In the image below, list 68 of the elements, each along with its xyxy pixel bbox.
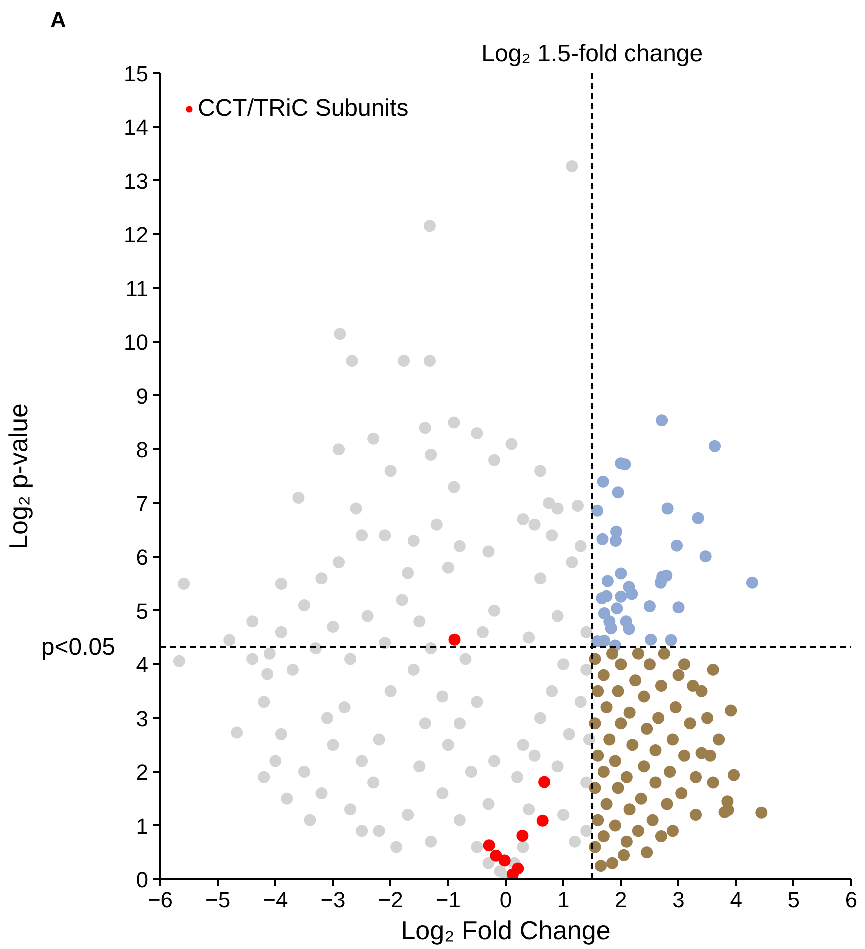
point bbox=[605, 622, 618, 635]
point bbox=[598, 608, 610, 620]
ref-line-label: p<0.05 bbox=[41, 634, 116, 661]
y-tick-label: 14 bbox=[124, 115, 149, 140]
point bbox=[709, 440, 722, 452]
point bbox=[611, 602, 624, 615]
point bbox=[596, 533, 609, 546]
y-tick-label: 1 bbox=[136, 814, 149, 839]
x-tick-label: 4 bbox=[730, 888, 742, 912]
point bbox=[448, 634, 461, 646]
point bbox=[536, 814, 549, 827]
x-tick-label: −4 bbox=[263, 888, 288, 912]
y-tick-label: 3 bbox=[136, 706, 149, 732]
x-tick-label: 0 bbox=[500, 888, 512, 912]
point bbox=[672, 602, 685, 614]
x-tick-label: −1 bbox=[436, 888, 461, 912]
x-tick-label: −6 bbox=[148, 888, 174, 912]
point bbox=[516, 830, 529, 842]
y-tick-label: 13 bbox=[124, 168, 149, 194]
point bbox=[506, 868, 519, 880]
y-tick-label: 9 bbox=[136, 384, 149, 409]
y-tick-label: 15 bbox=[124, 62, 149, 86]
point bbox=[483, 840, 496, 852]
point bbox=[610, 534, 622, 547]
point bbox=[746, 576, 758, 589]
point bbox=[656, 414, 668, 427]
y-tick-label: 2 bbox=[136, 760, 149, 786]
x-tick-label: −5 bbox=[206, 888, 231, 912]
y-tick-label: 11 bbox=[126, 276, 149, 302]
point bbox=[671, 540, 684, 552]
x-tick-label: 3 bbox=[672, 888, 685, 912]
point bbox=[644, 600, 656, 613]
y-tick-label: 6 bbox=[136, 545, 149, 570]
y-tick-label: 4 bbox=[136, 652, 149, 678]
y-tick-label: 0 bbox=[136, 868, 149, 892]
y-tick-label: 7 bbox=[136, 491, 149, 516]
x-tick-label: 5 bbox=[788, 888, 800, 912]
text: A bbox=[50, 8, 66, 32]
x-axis-title: Log₂ Fold Change bbox=[401, 916, 611, 946]
x-tick-label: 2 bbox=[615, 888, 628, 912]
point bbox=[592, 504, 604, 517]
point bbox=[490, 850, 502, 862]
point bbox=[597, 476, 610, 488]
point bbox=[645, 634, 658, 646]
ref-line-label: Log₂ 1.5-fold change bbox=[482, 40, 704, 68]
point bbox=[700, 550, 712, 563]
legend-label: CCT/TRiC Subunits bbox=[198, 95, 409, 123]
point bbox=[692, 512, 704, 524]
point bbox=[615, 590, 628, 603]
point bbox=[662, 502, 674, 515]
point bbox=[498, 854, 511, 867]
y-tick-label: 5 bbox=[136, 598, 149, 624]
point bbox=[615, 568, 628, 580]
point bbox=[626, 588, 638, 600]
point bbox=[623, 623, 636, 636]
y-tick-label: 8 bbox=[136, 438, 149, 463]
y-tick-label: 10 bbox=[124, 330, 149, 356]
point bbox=[612, 486, 624, 499]
point bbox=[538, 776, 551, 788]
point bbox=[600, 590, 613, 602]
y-tick-label: 12 bbox=[124, 222, 149, 248]
point bbox=[665, 634, 678, 646]
x-tick-label: −2 bbox=[378, 888, 404, 912]
y-axis-title: Log₂ p-value bbox=[3, 404, 34, 550]
x-tick-label: 6 bbox=[845, 888, 858, 912]
x-tick-label: 1 bbox=[557, 888, 570, 912]
x-tick-label: −3 bbox=[320, 888, 346, 912]
point bbox=[602, 575, 614, 588]
